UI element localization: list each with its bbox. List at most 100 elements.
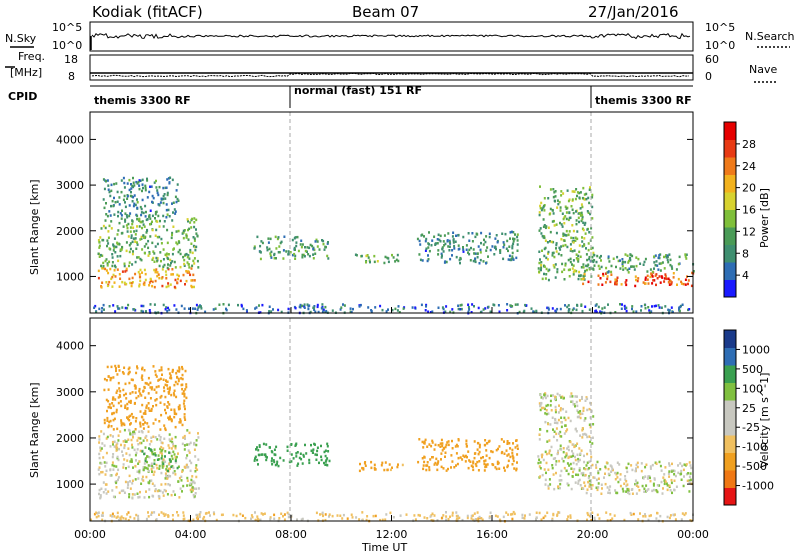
power-cell <box>607 255 610 258</box>
velocity-cell <box>302 455 305 458</box>
power-cell <box>165 216 168 219</box>
velocity-cell <box>139 425 142 428</box>
power-cell <box>599 310 602 313</box>
velocity-cell <box>185 385 188 389</box>
power-data <box>93 176 695 315</box>
velocity-cell <box>560 435 563 438</box>
power-cell <box>547 226 550 229</box>
velocity-cell <box>142 412 145 415</box>
power-cell <box>654 274 657 277</box>
power-cell <box>591 256 594 259</box>
velocity-cell <box>553 430 556 433</box>
power-cell <box>171 219 174 222</box>
power-cell <box>278 245 281 248</box>
velocity-cell <box>244 516 247 520</box>
power-cell <box>421 233 424 236</box>
power-cell <box>501 232 504 235</box>
power-cell <box>558 200 561 204</box>
power-cell <box>162 194 165 198</box>
power-cell <box>671 267 674 270</box>
power-cell <box>148 252 151 255</box>
velocity-cell <box>677 471 680 475</box>
velocity-cell <box>565 430 568 433</box>
velocity-cell <box>138 460 141 463</box>
velocity-cell <box>664 480 667 483</box>
power-cell <box>538 270 541 273</box>
power-cell <box>303 305 306 308</box>
power-cell <box>190 267 193 270</box>
power-cell <box>142 223 145 226</box>
power-cell <box>625 306 628 310</box>
power-cell <box>414 306 417 309</box>
velocity-cell <box>638 489 641 492</box>
velocity-colorbar-swatch <box>724 470 736 488</box>
power-cell <box>132 250 134 253</box>
velocity-cell <box>135 459 137 462</box>
velocity-cell <box>596 513 599 517</box>
velocity-cell <box>151 451 154 454</box>
velocity-cell <box>96 512 99 515</box>
power-cell <box>425 305 427 308</box>
power-cell <box>524 303 527 307</box>
velocity-cell <box>355 516 358 519</box>
velocity-cell <box>634 469 637 473</box>
velocity-cell <box>112 404 115 408</box>
power-cell <box>553 219 555 223</box>
velocity-cell <box>100 430 103 433</box>
power-cell <box>543 197 546 200</box>
velocity-cell <box>569 516 572 519</box>
power-cell <box>581 196 584 200</box>
velocity-cell <box>470 464 473 468</box>
velocity-cell <box>503 440 505 443</box>
velocity-cell <box>688 479 691 482</box>
velocity-cell <box>178 476 181 480</box>
velocity-cell <box>148 488 151 491</box>
velocity-cell <box>668 462 670 465</box>
velocity-cell <box>131 482 134 485</box>
power-cell <box>583 237 586 240</box>
velocity-cell <box>509 447 512 450</box>
power-cell <box>185 270 188 273</box>
power-cell <box>148 281 151 284</box>
velocity-cell <box>434 443 437 447</box>
velocity-cell <box>516 444 519 447</box>
velocity-cell <box>653 477 656 480</box>
power-cell <box>155 256 158 260</box>
velocity-cell <box>579 452 582 455</box>
power-cell <box>437 233 440 236</box>
power-cell <box>659 269 662 272</box>
velocity-cell <box>690 466 693 470</box>
velocity-cell <box>136 365 138 368</box>
velocity-cell <box>122 517 125 520</box>
velocity-cell <box>436 468 439 472</box>
velocity-cell <box>181 367 184 371</box>
velocity-cell <box>604 472 606 475</box>
velocity-cell <box>478 450 481 454</box>
power-cell <box>615 283 618 286</box>
power-cell <box>581 213 584 217</box>
velocity-cell <box>174 447 177 450</box>
power-cell <box>441 254 443 257</box>
power-cell <box>287 250 290 253</box>
velocity-cell <box>164 460 167 463</box>
velocity-cell <box>300 457 303 461</box>
power-colorbar-swatch <box>724 244 736 263</box>
velocity-cell <box>581 397 583 400</box>
velocity-cell <box>123 366 126 369</box>
power-cell <box>131 200 134 203</box>
velocity-cell <box>271 450 274 454</box>
velocity-cell <box>119 516 122 520</box>
power-cell <box>646 278 649 281</box>
velocity-cell <box>324 454 327 458</box>
power-cell <box>141 271 143 274</box>
velocity-cell <box>116 427 119 431</box>
velocity-cell <box>141 367 143 371</box>
velocity-cell <box>615 491 618 495</box>
velocity-cell <box>184 388 187 391</box>
velocity-cell <box>147 511 149 514</box>
velocity-cell <box>433 514 436 517</box>
velocity-cell <box>689 481 692 484</box>
power-cell <box>509 231 512 234</box>
velocity-cell <box>146 467 149 470</box>
velocity-cell <box>134 420 137 423</box>
